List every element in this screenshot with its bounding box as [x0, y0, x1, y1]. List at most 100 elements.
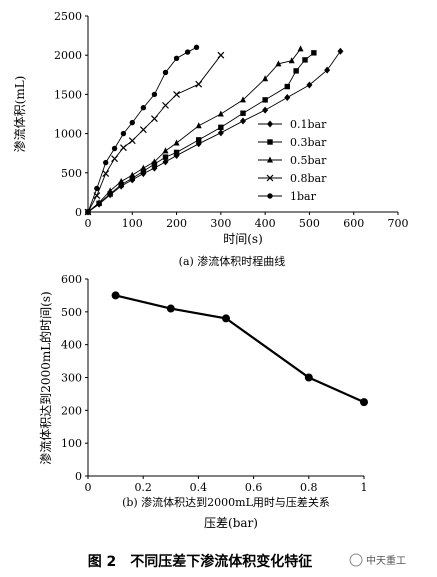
chart-b-y-label: 渗流体积达到2000mL的时间(s) — [38, 291, 53, 464]
a-data-point — [129, 175, 135, 181]
a-data-point — [284, 94, 291, 102]
a-data-point — [173, 139, 180, 146]
watermark-icon — [349, 553, 363, 567]
a-y-tick-label: 2000 — [54, 49, 82, 62]
a-data-point — [128, 137, 136, 145]
a-x-tick-label: 700 — [388, 217, 409, 230]
a-data-point — [140, 168, 147, 174]
a-series-line — [87, 54, 222, 213]
chart-b: 0 0.2 0.4 0.6 0.8 1 0 100 200 300 400 500 600 压差(bar… — [38, 273, 368, 530]
legend-marker — [266, 174, 274, 182]
a-data-point — [184, 49, 191, 55]
chart-b-caption: (b) 渗流体积达到2000mL用时与压差关系 — [122, 495, 330, 509]
a-data-point — [262, 106, 269, 114]
b-x-tick-label: 0 — [85, 481, 92, 494]
legend-label: 1bar — [290, 190, 317, 203]
a-data-point — [140, 105, 147, 111]
a-data-point — [195, 122, 202, 129]
chart-a-y-label: 渗流体积(mL) — [12, 76, 27, 153]
a-data-point — [162, 69, 169, 76]
a-data-point — [120, 144, 127, 152]
a-x-tick-label: 600 — [343, 217, 364, 230]
a-data-point — [293, 68, 299, 74]
a-data-point — [218, 124, 224, 131]
a-data-point — [311, 50, 317, 56]
legend-label: 0.3bar — [290, 136, 327, 149]
a-data-point — [240, 110, 246, 116]
figure-caption: 图 2 不同压差下渗流体积变化特征 — [88, 553, 313, 570]
a-data-point — [173, 90, 180, 98]
b-y-tick-label: 100 — [61, 437, 82, 450]
b-y-tick-label: 500 — [61, 306, 82, 319]
a-data-point — [217, 51, 225, 59]
a-data-point — [162, 154, 169, 160]
chart-b-x-label: 压差(bar) — [204, 516, 258, 530]
b-x-tick-label: 1 — [361, 481, 368, 494]
b-y-tick-label: 200 — [61, 404, 82, 417]
b-x-tick-label: 0.2 — [134, 481, 152, 494]
legend-marker — [267, 120, 273, 128]
a-series-3 — [84, 51, 225, 216]
a-data-point — [288, 57, 295, 64]
b-y-tick-label: 300 — [61, 372, 82, 385]
a-data-point — [96, 199, 103, 206]
chart-a-caption: (a) 渗流体积时程曲线 — [179, 254, 286, 268]
a-data-point — [262, 75, 269, 82]
a-data-point — [162, 158, 169, 166]
a-data-point — [195, 80, 203, 88]
a-series-line — [87, 48, 301, 213]
a-x-tick-label: 100 — [122, 217, 143, 230]
b-series-line — [115, 294, 365, 404]
a-series-line — [87, 46, 197, 213]
a-data-point — [324, 66, 331, 74]
a-data-point — [107, 187, 114, 194]
a-y-tick-label: 500 — [61, 167, 82, 180]
a-data-point — [162, 147, 169, 154]
legend-marker — [267, 193, 273, 199]
chart-a-x-label: 时间(s) — [223, 232, 263, 246]
a-data-point — [275, 60, 282, 67]
b-data-point — [360, 398, 368, 407]
a-data-point — [217, 129, 224, 137]
a-series-4 — [85, 44, 200, 215]
b-data-point — [111, 291, 120, 300]
a-data-point — [102, 170, 110, 178]
a-data-point — [217, 110, 224, 117]
a-data-point — [306, 81, 313, 89]
a-data-point — [85, 209, 91, 215]
a-data-point — [140, 164, 147, 171]
a-x-tick-label: 400 — [255, 217, 276, 230]
a-data-point — [151, 115, 158, 123]
watermark-text: 中天重工 — [366, 554, 406, 567]
a-data-point — [162, 101, 169, 109]
a-series-line — [87, 51, 341, 213]
legend-label: 0.5bar — [290, 154, 327, 167]
a-data-point — [107, 191, 113, 197]
a-data-point — [94, 185, 100, 192]
b-x-tick-label: 0.6 — [245, 481, 263, 494]
b-y-tick-label: 400 — [61, 339, 82, 352]
a-y-tick-label: 0 — [75, 206, 82, 219]
chart-a-legend: 0.1bar 0.3bar 0.5bar 0.8bar 1bar — [258, 118, 327, 203]
a-data-point — [120, 130, 127, 137]
a-data-point — [118, 181, 124, 188]
a-data-point — [139, 126, 147, 134]
b-data-point — [222, 314, 230, 323]
legend-label: 0.1bar — [290, 118, 327, 131]
a-series-1 — [85, 50, 317, 215]
a-data-point — [103, 159, 109, 166]
a-data-point — [337, 47, 344, 55]
a-data-point — [196, 137, 202, 143]
a-data-point — [111, 155, 118, 163]
a-data-point — [302, 57, 308, 63]
a-data-point — [173, 55, 180, 62]
a-data-point — [151, 158, 158, 165]
a-y-tick-label: 2500 — [54, 10, 82, 23]
watermark: 中天重工 — [349, 553, 406, 567]
a-x-tick-label: 500 — [299, 217, 320, 230]
a-data-point — [129, 171, 136, 178]
legend-label: 0.8bar — [290, 172, 327, 185]
a-x-tick-label: 200 — [166, 217, 187, 230]
a-data-point — [240, 117, 246, 125]
